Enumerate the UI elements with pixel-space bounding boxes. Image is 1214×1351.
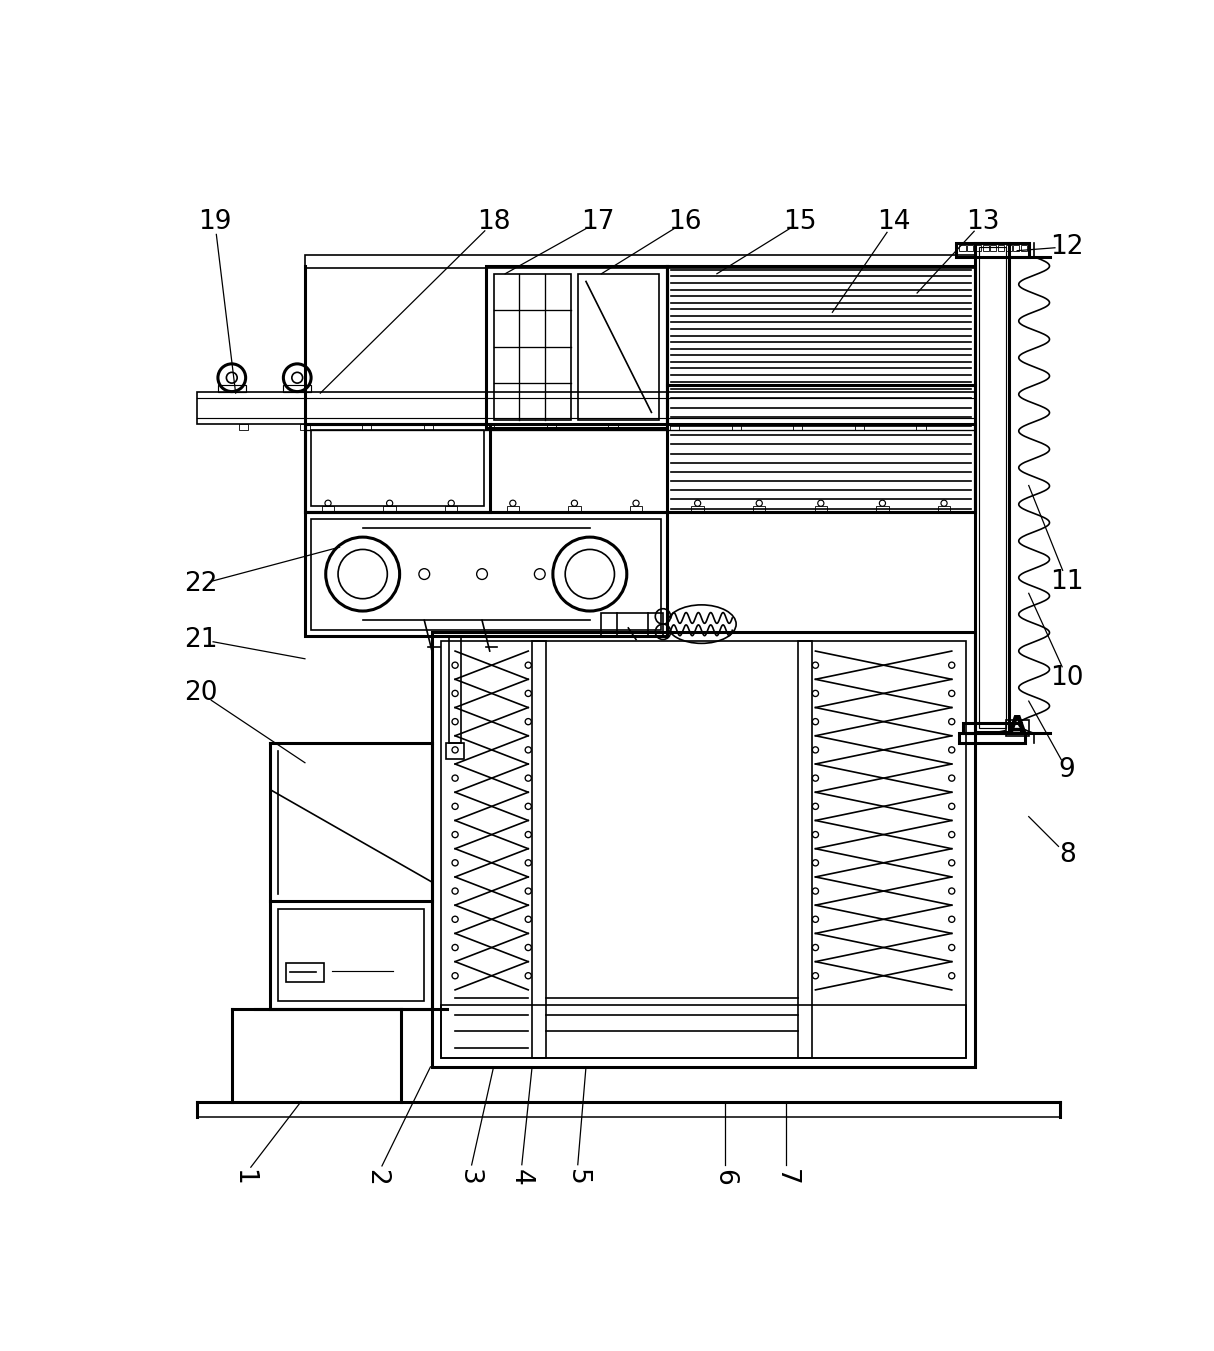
Bar xyxy=(959,245,965,251)
Bar xyxy=(424,424,432,430)
Bar xyxy=(1005,245,1011,251)
Bar xyxy=(305,512,666,636)
Bar xyxy=(753,507,765,512)
Text: 21: 21 xyxy=(185,627,217,653)
Text: A: A xyxy=(1008,715,1026,742)
Bar xyxy=(798,642,812,1058)
Text: 14: 14 xyxy=(878,209,910,235)
Bar xyxy=(963,723,1021,734)
Bar xyxy=(608,424,618,430)
Text: 13: 13 xyxy=(966,209,999,235)
Bar xyxy=(305,254,975,269)
Bar xyxy=(1014,245,1020,251)
Bar xyxy=(219,385,245,392)
Text: 2: 2 xyxy=(363,1169,390,1185)
Text: 10: 10 xyxy=(1050,665,1084,690)
Bar xyxy=(978,247,1005,728)
Bar xyxy=(494,274,571,420)
Bar xyxy=(449,636,461,743)
Bar xyxy=(732,424,741,430)
Bar xyxy=(630,507,642,512)
Bar xyxy=(998,245,1004,251)
Bar xyxy=(793,424,802,430)
Bar xyxy=(311,519,660,630)
Text: 11: 11 xyxy=(1050,569,1084,594)
Bar xyxy=(446,743,464,759)
Text: 4: 4 xyxy=(507,1169,533,1185)
Bar xyxy=(384,507,396,512)
Bar xyxy=(578,274,659,420)
Bar xyxy=(666,266,975,512)
Bar xyxy=(1005,720,1028,736)
Text: 3: 3 xyxy=(456,1169,482,1185)
Bar xyxy=(197,392,975,424)
Text: 19: 19 xyxy=(198,209,232,235)
Bar xyxy=(955,243,1028,257)
Bar xyxy=(670,424,679,430)
Bar xyxy=(1021,245,1027,251)
Bar xyxy=(692,507,704,512)
Bar xyxy=(486,266,666,428)
Text: 17: 17 xyxy=(580,209,614,235)
Text: 8: 8 xyxy=(1059,842,1076,869)
Bar xyxy=(601,612,663,636)
Bar xyxy=(975,243,1010,732)
Text: 16: 16 xyxy=(668,209,702,235)
Text: 20: 20 xyxy=(185,681,217,707)
Bar xyxy=(441,642,965,1058)
Bar xyxy=(815,507,827,512)
Text: A: A xyxy=(1006,715,1027,742)
Text: 15: 15 xyxy=(783,209,817,235)
Bar xyxy=(917,424,925,430)
Bar xyxy=(305,424,975,512)
Bar xyxy=(991,245,997,251)
Text: 7: 7 xyxy=(773,1169,799,1185)
Bar xyxy=(855,424,864,430)
Bar xyxy=(546,424,556,430)
Bar xyxy=(311,430,483,507)
Bar xyxy=(877,507,889,512)
Text: 6: 6 xyxy=(711,1169,738,1185)
Bar xyxy=(285,963,324,982)
Text: 18: 18 xyxy=(477,209,510,235)
Text: 9: 9 xyxy=(1059,758,1076,784)
Bar xyxy=(278,909,424,1001)
Bar xyxy=(568,507,580,512)
Text: 12: 12 xyxy=(1050,234,1084,259)
Text: 1: 1 xyxy=(231,1169,256,1185)
Bar xyxy=(271,901,432,1009)
Bar xyxy=(362,424,371,430)
Text: 22: 22 xyxy=(185,571,217,597)
Bar xyxy=(982,245,988,251)
Bar xyxy=(446,507,458,512)
Bar xyxy=(959,734,1025,743)
Bar xyxy=(968,245,974,251)
Bar xyxy=(322,507,334,512)
Bar xyxy=(975,245,981,251)
Bar xyxy=(305,424,489,512)
Bar xyxy=(300,424,310,430)
Bar xyxy=(441,1005,965,1058)
Bar xyxy=(432,632,975,1067)
Bar xyxy=(486,424,494,430)
Bar xyxy=(239,424,248,430)
Text: 5: 5 xyxy=(563,1169,590,1185)
Bar xyxy=(532,642,546,1058)
Bar xyxy=(506,507,520,512)
Bar xyxy=(283,385,311,392)
Bar xyxy=(938,507,951,512)
